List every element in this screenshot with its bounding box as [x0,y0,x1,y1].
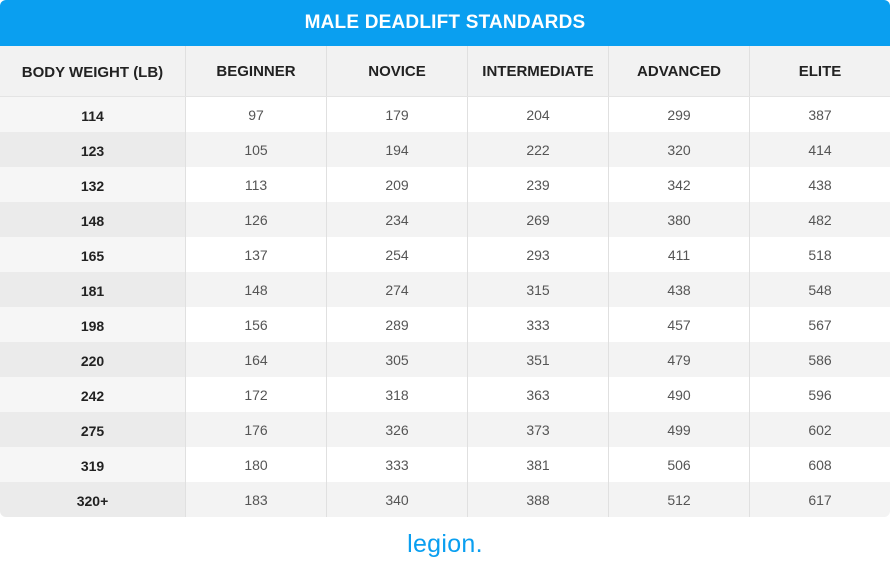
table-row: 132 113 209 239 342 438 [0,167,890,202]
table-cell: 299 [608,97,749,132]
table-cell: 194 [326,132,467,167]
table-cell: 320 [608,132,749,167]
table-cell: 518 [749,237,890,272]
table-cell: 380 [608,202,749,237]
table-cell: 596 [749,377,890,412]
row-header: 198 [0,307,185,342]
column-header: BODY WEIGHT (LB) [21,63,164,81]
table-row: 148 126 234 269 380 482 [0,202,890,237]
table-cell: 482 [749,202,890,237]
table-cell: 602 [749,412,890,447]
table-cell: 617 [749,482,890,517]
table-row: 198 156 289 333 457 567 [0,307,890,342]
table-cell: 411 [608,237,749,272]
table-cell: 126 [185,202,326,237]
table-row: 114 97 179 204 299 387 [0,97,890,132]
column-header: ELITE [749,46,890,96]
table-row: 165 137 254 293 411 518 [0,237,890,272]
table-row: 220 164 305 351 479 586 [0,342,890,377]
table-cell: 512 [608,482,749,517]
table: BODY WEIGHT (LB) BEGINNER NOVICE INTERMEDIA… [0,46,890,517]
table-cell: 567 [749,307,890,342]
row-header: 220 [0,342,185,377]
table-cell: 414 [749,132,890,167]
brand-logo: legion. [407,530,483,558]
table-cell: 586 [749,342,890,377]
table-cell: 363 [467,377,608,412]
row-header: 242 [0,377,185,412]
table-cell: 269 [467,202,608,237]
header-row: BODY WEIGHT (LB) BEGINNER NOVICE INTERMEDIA… [0,46,890,97]
table-cell: 97 [185,97,326,132]
table-cell: 204 [467,97,608,132]
table-title: MALE DEADLIFT STANDARDS [0,0,890,46]
table-cell: 148 [185,272,326,307]
table-cell: 318 [326,377,467,412]
column-header: NOVICE [326,46,467,96]
table-row: 242 172 318 363 490 596 [0,377,890,412]
table-cell: 179 [326,97,467,132]
table-cell: 548 [749,272,890,307]
table-cell: 340 [326,482,467,517]
row-header: 181 [0,272,185,307]
table-row: 320+ 183 340 388 512 617 [0,482,890,517]
table-cell: 373 [467,412,608,447]
table-cell: 490 [608,377,749,412]
table-cell: 172 [185,377,326,412]
table-row: 181 148 274 315 438 548 [0,272,890,307]
table-cell: 289 [326,307,467,342]
row-header: 320+ [0,482,185,517]
table-cell: 333 [467,307,608,342]
table-cell: 222 [467,132,608,167]
row-header: 123 [0,132,185,167]
table-cell: 183 [185,482,326,517]
table-row: 275 176 326 373 499 602 [0,412,890,447]
table-cell: 137 [185,237,326,272]
table-cell: 499 [608,412,749,447]
table-cell: 387 [749,97,890,132]
row-header: 319 [0,447,185,482]
row-header: 148 [0,202,185,237]
table-cell: 105 [185,132,326,167]
table-cell: 342 [608,167,749,202]
table-cell: 351 [467,342,608,377]
row-header: 114 [0,97,185,132]
table-cell: 608 [749,447,890,482]
column-header: INTERMEDIATE [467,46,608,96]
table-cell: 333 [326,447,467,482]
column-header: BEGINNER [185,46,326,96]
table-cell: 156 [185,307,326,342]
row-header: 132 [0,167,185,202]
table-cell: 113 [185,167,326,202]
table-cell: 274 [326,272,467,307]
column-header: ADVANCED [608,46,749,96]
table-cell: 176 [185,412,326,447]
table-cell: 234 [326,202,467,237]
table-cell: 457 [608,307,749,342]
table-cell: 315 [467,272,608,307]
row-header: 165 [0,237,185,272]
table-cell: 209 [326,167,467,202]
table-row: 123 105 194 222 320 414 [0,132,890,167]
table-cell: 438 [749,167,890,202]
table-cell: 254 [326,237,467,272]
table-row: 319 180 333 381 506 608 [0,447,890,482]
table-cell: 293 [467,237,608,272]
table-cell: 305 [326,342,467,377]
table-cell: 326 [326,412,467,447]
table-cell: 239 [467,167,608,202]
table-cell: 180 [185,447,326,482]
table-cell: 164 [185,342,326,377]
row-header: 275 [0,412,185,447]
table-cell: 479 [608,342,749,377]
table-cell: 388 [467,482,608,517]
table-cell: 381 [467,447,608,482]
table-cell: 506 [608,447,749,482]
table-cell: 438 [608,272,749,307]
